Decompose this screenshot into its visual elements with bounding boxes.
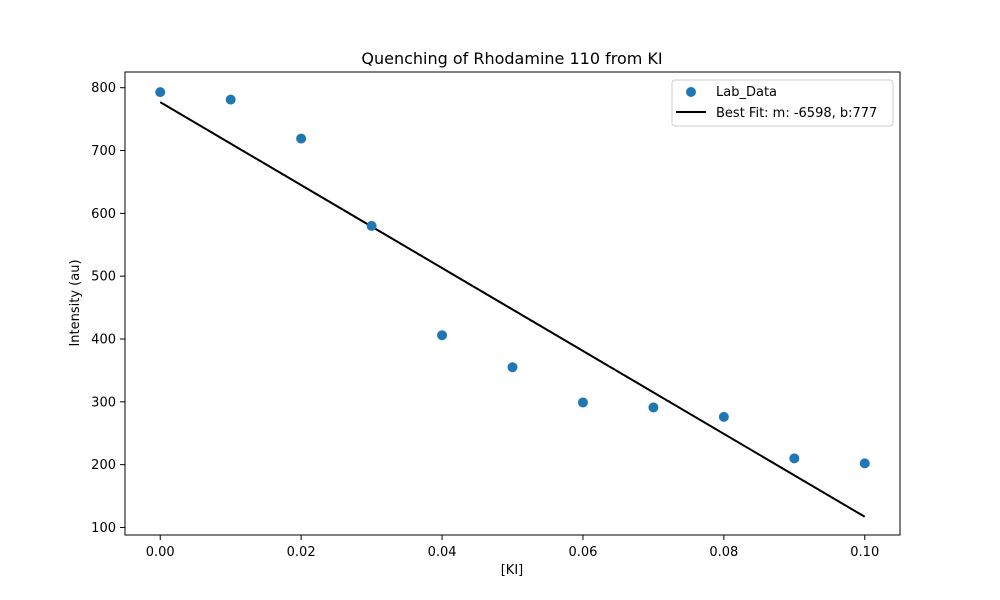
lab-data-point [225,94,236,105]
lab-data-point [859,458,870,469]
y-tick-label: 100 [91,521,116,536]
lab-data-point [789,453,800,464]
x-tick-label: 0.04 [428,545,457,560]
lab-data-point [437,330,448,341]
y-tick-label: 200 [91,458,116,473]
y-tick-label: 300 [91,395,116,410]
y-tick-label: 800 [91,81,116,96]
y-tick-label: 400 [91,332,116,347]
x-tick-label: 0.06 [568,545,597,560]
x-axis-label: [KI] [501,563,524,578]
lab-data-point [577,397,588,408]
lab-data-point [507,362,518,373]
chart-title: Quenching of Rhodamine 110 from KI [361,49,662,68]
x-tick-label: 0.10 [850,545,879,560]
lab-data-point [155,87,166,98]
x-tick-label: 0.00 [146,545,175,560]
x-tick-label: 0.02 [287,545,316,560]
lab-data-point [296,133,307,144]
y-tick-label: 700 [91,144,116,159]
x-tick-label: 0.08 [709,545,738,560]
y-axis-label: Intensity (au) [68,259,83,346]
lab-data-point [718,411,729,422]
y-tick-label: 500 [91,270,116,285]
best-fit-line [159,101,866,518]
legend-marker-lab-data [686,87,696,97]
y-tick-label: 600 [91,207,116,222]
y-axis: 100 200 300 400 500 600 700 800 [91,81,125,536]
legend: Lab_Data Best Fit: m: -6598, b:777 [671,79,894,127]
lab-data-point [648,402,659,413]
legend-box [671,79,894,127]
series-layer [155,87,870,518]
legend-label-best-fit: Best Fit: m: -6598, b:777 [716,106,877,121]
lab-data-point [366,220,377,231]
legend-label-lab-data: Lab_Data [716,85,777,100]
plot-frame [124,71,901,536]
x-axis: 0.00 0.02 0.04 0.06 0.08 0.10 [146,535,879,560]
